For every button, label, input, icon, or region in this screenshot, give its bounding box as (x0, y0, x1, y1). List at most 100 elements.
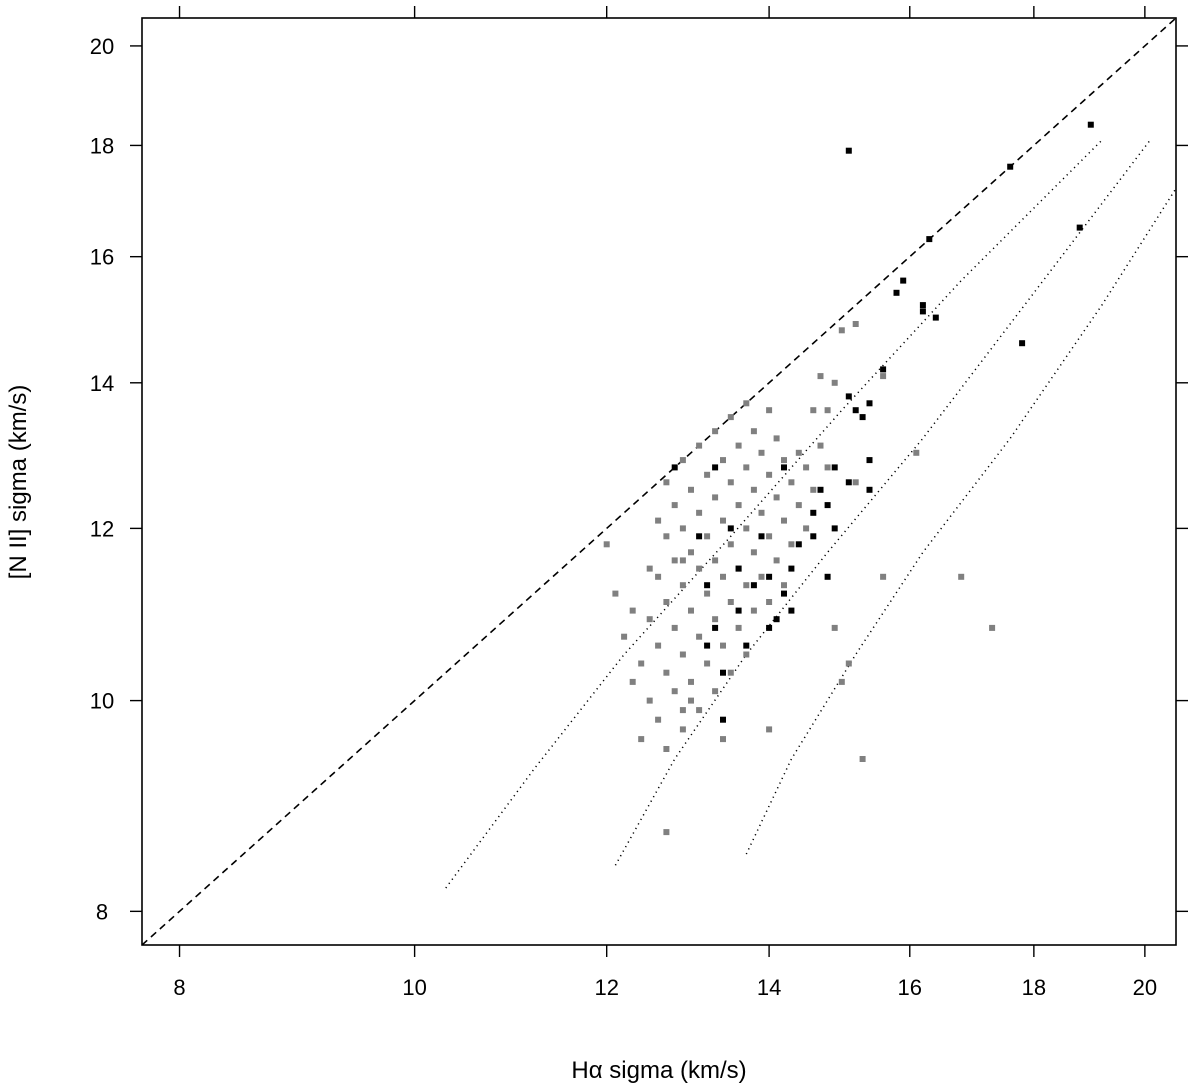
dotted-reference-curve (445, 139, 1103, 889)
black-data-point (852, 407, 859, 414)
gray-data-point (838, 327, 845, 334)
gray-data-point (831, 379, 838, 386)
gray-data-point (621, 633, 628, 640)
gray-data-point (679, 651, 686, 658)
black-data-point (831, 464, 838, 471)
gray-data-point (788, 541, 795, 548)
gray-data-point (727, 414, 734, 421)
gray-data-point (727, 599, 734, 605)
black-data-point (845, 479, 852, 486)
gray-data-point (704, 533, 711, 540)
gray-data-point (671, 557, 678, 564)
gray-data-point (845, 660, 852, 667)
black-data-point (824, 502, 831, 509)
black-data-point (866, 486, 873, 493)
gray-data-point (679, 726, 686, 733)
black-data-point (824, 573, 831, 580)
gray-data-point (735, 624, 742, 631)
x-tick-label: 18 (1022, 975, 1046, 1000)
gray-data-point (720, 736, 726, 743)
y-axis-title: [N II] sigma (km/s) (5, 385, 32, 580)
gray-data-point (679, 557, 686, 564)
black-data-point (696, 533, 703, 540)
black-data-point (795, 541, 802, 548)
gray-data-point (720, 517, 726, 524)
gray-data-point (671, 688, 678, 695)
black-data-point (766, 624, 773, 631)
gray-data-point (810, 407, 817, 414)
gray-data-point (688, 486, 694, 493)
dotted-reference-curve (614, 139, 1151, 866)
gray-data-point (663, 669, 670, 676)
gray-data-point (795, 502, 802, 509)
gray-data-point (788, 479, 795, 486)
gray-data-point (766, 533, 773, 540)
gray-data-point (629, 678, 636, 685)
gray-data-point (773, 494, 780, 501)
plot-frame (141, 17, 1177, 946)
black-data-point (743, 642, 750, 649)
gray-data-point (679, 525, 686, 532)
gray-data-point (817, 442, 824, 449)
black-data-point (704, 642, 711, 649)
black-data-point (735, 565, 742, 572)
black-data-point (720, 669, 726, 676)
gray-data-point (810, 486, 817, 493)
black-data-point (766, 573, 773, 580)
gray-data-point (704, 660, 711, 667)
black-data-point (750, 582, 757, 589)
black-data-point (788, 607, 795, 614)
gray-data-point (859, 756, 866, 762)
gray-data-point (795, 449, 802, 456)
black-data-point (712, 624, 719, 631)
black-data-point (671, 464, 678, 471)
black-data-point (880, 366, 887, 373)
gray-data-point (824, 464, 831, 471)
gray-data-point (958, 573, 965, 580)
black-data-point (810, 509, 817, 516)
gray-data-point (913, 449, 920, 456)
gray-data-point (880, 573, 887, 580)
black-data-point (810, 533, 817, 540)
black-data-point (859, 414, 866, 421)
gray-data-point (712, 616, 719, 623)
gray-data-point (781, 582, 787, 589)
gray-data-point (852, 479, 859, 486)
x-tick-label: 16 (898, 975, 922, 1000)
y-tick-label: 18 (90, 133, 114, 158)
gray-data-point (696, 565, 703, 572)
gray-data-point (720, 642, 726, 649)
gray-data-point (989, 624, 996, 631)
gray-data-point (646, 616, 653, 623)
gray-data-point (671, 502, 678, 509)
black-data-point (727, 525, 734, 532)
y-tick-label: 10 (90, 689, 114, 714)
gray-data-point (720, 457, 726, 464)
gray-data-point (603, 541, 610, 548)
gray-data-point (638, 736, 645, 743)
black-data-point (704, 582, 711, 589)
black-data-point (919, 302, 926, 309)
x-axis-title: Hα sigma (km/s) (571, 1057, 746, 1084)
gray-data-point (803, 525, 810, 532)
gray-data-point (646, 565, 653, 572)
data-points (603, 121, 1094, 836)
reference-lines (141, 17, 1177, 946)
gray-data-point (727, 669, 734, 676)
black-data-point (866, 457, 873, 464)
x-tick-label: 10 (402, 975, 426, 1000)
black-data-point (926, 236, 933, 243)
gray-data-point (766, 599, 773, 605)
gray-data-point (712, 428, 719, 435)
black-data-point (781, 464, 787, 471)
gray-data-point (688, 678, 694, 685)
gray-data-point (773, 435, 780, 442)
gray-data-point (766, 471, 773, 478)
black-data-point (900, 277, 907, 284)
gray-data-point (612, 590, 619, 597)
gray-data-point (727, 479, 734, 486)
gray-data-point (655, 642, 662, 649)
gray-data-point (655, 517, 662, 524)
gray-data-point (750, 607, 757, 614)
